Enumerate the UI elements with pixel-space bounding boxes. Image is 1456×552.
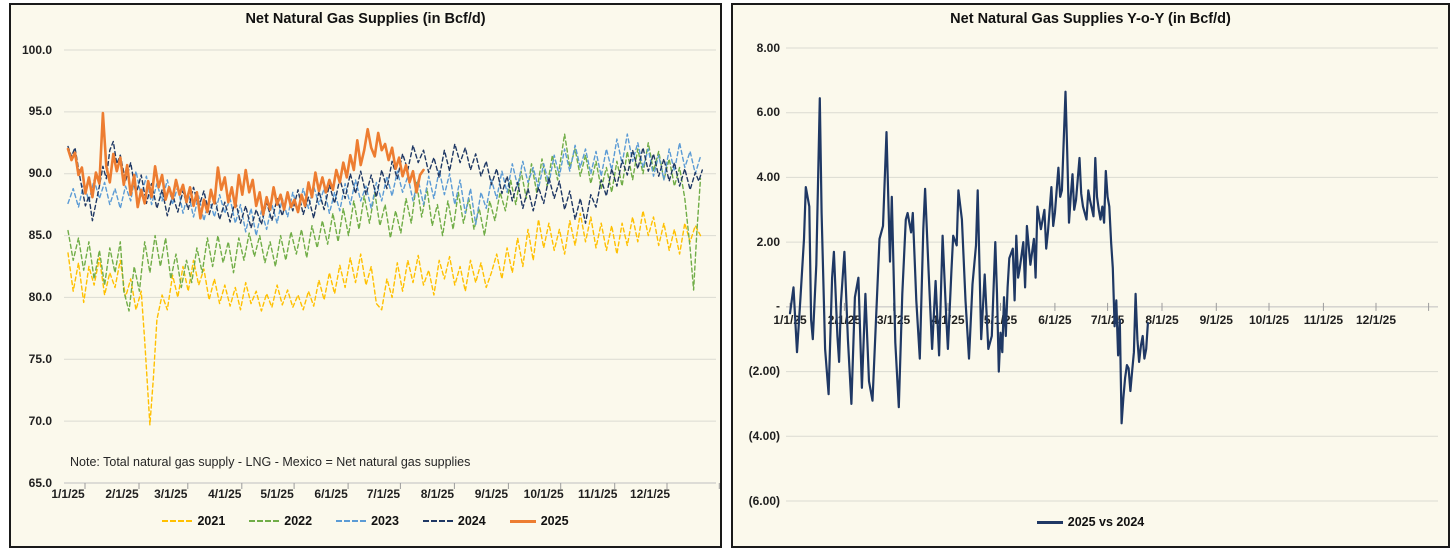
y-tick-label: 95.0 xyxy=(28,104,52,119)
x-tick-label: 4/1/25 xyxy=(931,313,965,327)
x-tick-label: 3/1/25 xyxy=(876,313,911,327)
y-tick-label: (6.00) xyxy=(748,493,780,508)
y-tick-label: 2.00 xyxy=(756,234,780,249)
x-tick-label: 2/1/25 xyxy=(105,487,139,501)
solid-line-icon xyxy=(1036,520,1063,524)
right-chart-panel xyxy=(731,3,1450,548)
x-tick-label: 8/1/25 xyxy=(1145,313,1179,327)
x-tick-label: 6/1/25 xyxy=(314,487,348,501)
y-tick-label: (4.00) xyxy=(748,428,780,443)
y-tick-label: 90.0 xyxy=(28,166,52,181)
x-tick-label: 1/1/25 xyxy=(51,487,85,501)
legend-label: 2025 vs 2024 xyxy=(1067,515,1145,529)
legend-item-2023: 2023 xyxy=(336,514,399,528)
left-chart-legend: 2021 2022 2023 2024 2025 xyxy=(9,514,722,528)
dashed-line-icon xyxy=(336,520,367,522)
x-tick-label: 8/1/25 xyxy=(420,487,455,501)
legend-label: 2024 xyxy=(457,514,486,528)
legend-item-2021: 2021 xyxy=(162,514,225,528)
x-tick-label: 1/1/25 xyxy=(773,313,807,327)
y-tick-label: 80.0 xyxy=(28,289,52,304)
x-tick-label: 9/1/25 xyxy=(1199,313,1233,327)
legend-item-2024: 2024 xyxy=(422,514,486,528)
legend-label: 2022 xyxy=(284,514,313,528)
y-tick-label: 75.0 xyxy=(28,351,52,366)
legend-label: 2025 xyxy=(540,514,569,528)
x-tick-label: 7/1/25 xyxy=(1090,313,1125,327)
chart-note: Note: Total natural gas supply - LNG - M… xyxy=(70,455,471,469)
y-tick-label: 4.00 xyxy=(756,169,780,184)
legend-item-2025: 2025 xyxy=(509,514,569,528)
x-tick-label: 11/1/25 xyxy=(578,487,618,501)
x-tick-label: 10/1/25 xyxy=(523,487,564,501)
x-tick-label: 10/1/25 xyxy=(1248,313,1290,327)
right-chart-title: Net Natural Gas Supplies Y-o-Y (in Bcf/d… xyxy=(950,11,1231,27)
y-tick-label: 6.00 xyxy=(756,105,780,120)
x-tick-label: 2/1/25 xyxy=(827,313,862,327)
x-tick-label: 12/1/25 xyxy=(1355,313,1397,327)
dashed-line-icon xyxy=(422,520,453,522)
left-chart-title: Net Natural Gas Supplies (in Bcf/d) xyxy=(245,11,486,27)
x-tick-label: 6/1/25 xyxy=(1038,313,1072,327)
x-tick-label: 7/1/25 xyxy=(366,487,401,501)
y-tick-label: 8.00 xyxy=(756,40,780,55)
x-tick-label: 11/1/25 xyxy=(1303,313,1344,327)
legend-item-2025-vs-2024: 2025 vs 2024 xyxy=(1036,515,1145,529)
y-tick-label: - xyxy=(776,299,780,314)
x-tick-label: 4/1/25 xyxy=(208,487,242,501)
y-tick-label: (2.00) xyxy=(748,364,780,379)
x-tick-label: 5/1/25 xyxy=(260,487,294,501)
legend-label: 2023 xyxy=(371,514,399,528)
y-tick-label: 65.0 xyxy=(28,475,52,490)
x-tick-label: 12/1/25 xyxy=(629,487,671,501)
legend-item-2022: 2022 xyxy=(249,514,312,528)
y-tick-label: 85.0 xyxy=(28,228,52,243)
right-chart-legend: 2025 vs 2024 xyxy=(731,515,1450,529)
dashed-line-icon xyxy=(162,520,193,522)
x-tick-label: 3/1/25 xyxy=(154,487,188,501)
dashed-line-icon xyxy=(249,520,280,522)
y-tick-label: 100.0 xyxy=(21,42,52,57)
solid-line-icon xyxy=(509,519,536,523)
legend-label: 2021 xyxy=(197,514,226,528)
y-tick-label: 70.0 xyxy=(28,413,52,428)
x-tick-label: 5/1/25 xyxy=(983,313,1018,327)
x-tick-label: 9/1/25 xyxy=(474,487,509,501)
